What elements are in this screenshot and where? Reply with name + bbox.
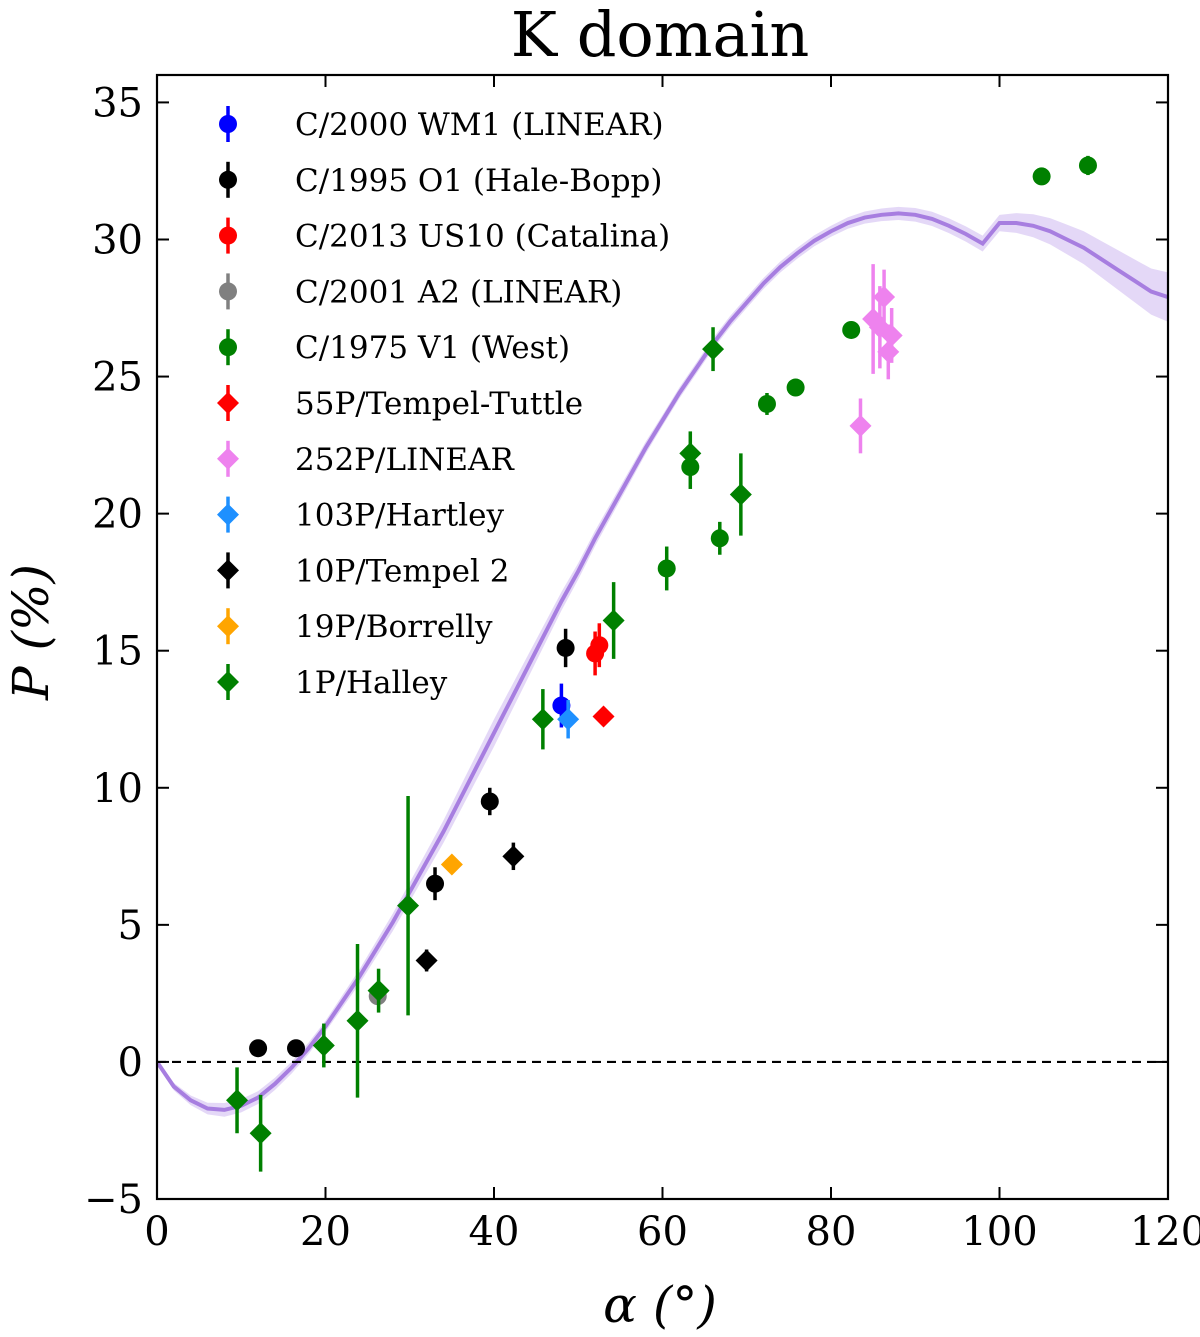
- data-point: [842, 320, 861, 339]
- legend-entry: C/1975 V1 (West): [219, 329, 570, 366]
- data-point: [729, 483, 752, 506]
- data-point: [557, 708, 580, 731]
- data-point: [880, 324, 903, 347]
- legend-marker: [217, 503, 239, 526]
- legend-label: C/1995 O1 (Hale-Bopp): [295, 163, 662, 199]
- data-point: [480, 792, 499, 811]
- legend-entry: C/2013 US10 (Catalina): [219, 217, 670, 255]
- plot-inner: [157, 155, 1168, 1172]
- x-tick-label: 40: [469, 1209, 520, 1255]
- x-tick-label: 120: [1130, 1209, 1200, 1255]
- legend-marker: [219, 282, 237, 301]
- legend-label: C/1975 V1 (West): [295, 330, 570, 366]
- data-point: [249, 1122, 272, 1145]
- y-axis-title: P (%): [2, 564, 60, 701]
- legend-marker: [217, 671, 239, 693]
- legend-marker: [219, 115, 237, 133]
- legend-marker: [217, 447, 239, 470]
- series-5: [592, 705, 615, 728]
- chart-title: K domain: [511, 0, 810, 71]
- data-point: [679, 442, 702, 465]
- series-9: [440, 853, 463, 876]
- y-tick-label: 30: [92, 217, 143, 263]
- legend-entry: 103P/Hartley: [217, 496, 505, 534]
- data-point: [397, 894, 420, 917]
- series-7: [557, 700, 580, 739]
- legend-label: 19P/Borrelly: [295, 609, 493, 645]
- legend-entry: 1P/Halley: [217, 664, 448, 701]
- legend-label: C/2013 US10 (Catalina): [295, 219, 670, 255]
- y-tick-label: 0: [118, 1040, 143, 1086]
- data-point: [249, 1039, 268, 1058]
- legend-entry: 19P/Borrelly: [217, 608, 493, 645]
- x-tick-label: 20: [300, 1209, 351, 1255]
- x-tick-label: 0: [144, 1209, 169, 1255]
- legend-marker: [217, 392, 239, 414]
- legend-marker: [217, 559, 239, 582]
- data-point: [440, 853, 463, 876]
- data-point: [710, 529, 729, 548]
- data-point: [346, 1009, 369, 1032]
- series-8: [415, 842, 525, 972]
- legend-entry: 55P/Tempel-Tuttle: [217, 385, 583, 422]
- legend-entry: 252P/LINEAR: [217, 440, 515, 478]
- legend-label: 1P/Halley: [295, 665, 448, 701]
- data-point: [415, 949, 438, 972]
- y-tick-label: 10: [92, 766, 143, 812]
- series-1: [249, 628, 575, 1058]
- y-tick-label: 5: [118, 903, 143, 949]
- y-tick-label: 20: [92, 492, 143, 538]
- legend-entry: C/2000 WM1 (LINEAR): [219, 106, 664, 143]
- data-point: [877, 340, 900, 363]
- legend-label: 10P/Tempel 2: [295, 553, 509, 589]
- legend-label: C/2001 A2 (LINEAR): [295, 274, 622, 310]
- legend: C/2000 WM1 (LINEAR) C/1995 O1 (Hale-Bopp)…: [217, 106, 670, 701]
- data-point: [873, 286, 896, 309]
- data-point: [312, 1034, 335, 1057]
- data-point: [849, 414, 872, 437]
- legend-marker: [219, 226, 237, 245]
- data-point: [1078, 156, 1097, 175]
- data-point: [590, 636, 609, 655]
- legend-marker: [217, 615, 239, 638]
- x-axis-title: α (°): [603, 1276, 717, 1334]
- data-point: [552, 696, 571, 715]
- legend-entry: 10P/Tempel 2: [217, 552, 509, 589]
- series-10: [226, 327, 752, 1172]
- legend-label: 103P/Hartley: [295, 498, 505, 534]
- data-point: [367, 979, 390, 1002]
- data-point: [226, 1089, 249, 1112]
- legend-entry: C/1995 O1 (Hale-Bopp): [219, 161, 662, 199]
- plot-area: [157, 155, 1168, 1172]
- data-point: [1032, 167, 1051, 186]
- x-tick-label: 100: [961, 1209, 1037, 1255]
- data-point: [531, 708, 554, 731]
- data-point: [502, 845, 525, 868]
- y-tick-label: 15: [92, 629, 143, 675]
- x-tick-label: 80: [806, 1209, 857, 1255]
- data-point: [602, 609, 625, 632]
- y-tick-label: 35: [92, 80, 143, 126]
- legend-entry: C/2001 A2 (LINEAR): [219, 273, 622, 310]
- data-point: [757, 394, 776, 413]
- data-point: [657, 559, 676, 578]
- legend-marker: [219, 338, 237, 357]
- series-6: [849, 264, 903, 454]
- legend-label: 55P/Tempel-Tuttle: [295, 386, 583, 422]
- data-point: [592, 705, 615, 728]
- series-2: [586, 623, 609, 676]
- data-point: [426, 874, 445, 893]
- data-point: [786, 378, 805, 397]
- y-tick-label: 25: [92, 355, 143, 401]
- data-point: [556, 638, 575, 657]
- legend-label: 252P/LINEAR: [295, 442, 515, 478]
- legend-label: C/2000 WM1 (LINEAR): [295, 107, 664, 143]
- data-point: [287, 1039, 306, 1058]
- y-tick-label: −5: [84, 1177, 143, 1223]
- x-tick-label: 60: [637, 1209, 688, 1255]
- legend-marker: [219, 170, 237, 189]
- data-point: [702, 338, 725, 361]
